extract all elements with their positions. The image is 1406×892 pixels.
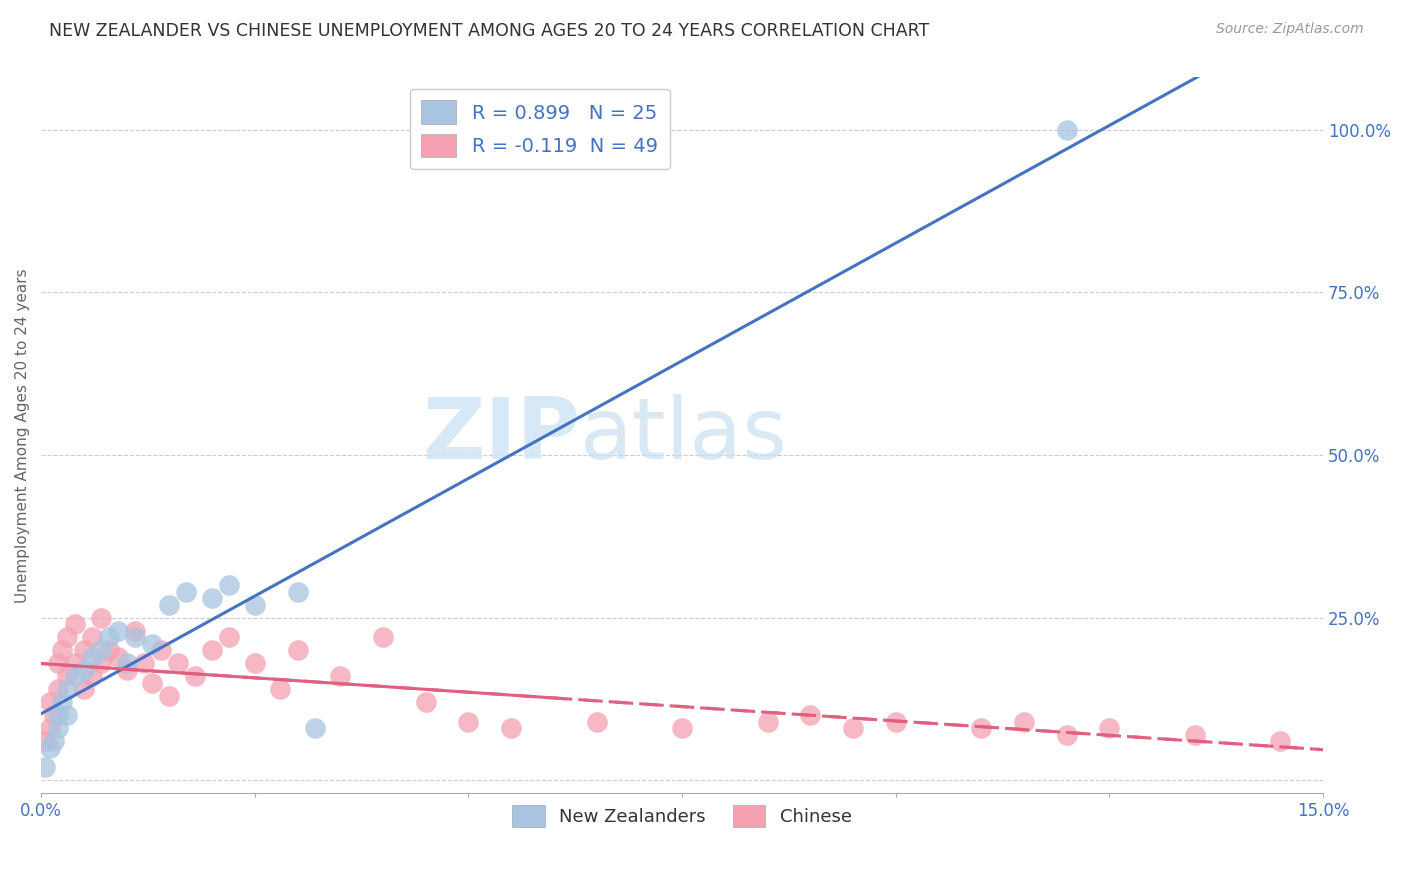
Point	[38, 695, 60, 709]
Text: Source: ZipAtlas.com: Source: ZipAtlas.com	[1216, 22, 1364, 37]
Point	[157, 689, 180, 703]
Point	[73, 663, 96, 677]
Point	[201, 591, 224, 606]
Point	[65, 656, 87, 670]
Point	[1056, 122, 1078, 136]
Legend: New Zealanders, Chinese: New Zealanders, Chinese	[505, 798, 859, 834]
Point	[98, 630, 121, 644]
Point	[38, 721, 60, 735]
Point	[65, 669, 87, 683]
Point	[46, 682, 69, 697]
Point	[218, 630, 240, 644]
Point	[82, 630, 104, 644]
Point	[34, 760, 56, 774]
Point	[329, 669, 352, 683]
Point	[287, 584, 309, 599]
Point	[1056, 728, 1078, 742]
Point	[756, 714, 779, 729]
Text: ZIP: ZIP	[422, 394, 579, 477]
Point	[970, 721, 993, 735]
Point	[98, 643, 121, 657]
Point	[1012, 714, 1035, 729]
Point	[73, 643, 96, 657]
Point	[42, 708, 65, 723]
Point	[304, 721, 326, 735]
Point	[55, 708, 77, 723]
Point	[799, 708, 821, 723]
Point	[201, 643, 224, 657]
Point	[107, 649, 129, 664]
Point	[115, 663, 138, 677]
Text: atlas: atlas	[579, 394, 787, 477]
Point	[585, 714, 607, 729]
Point	[42, 734, 65, 748]
Point	[842, 721, 865, 735]
Point	[55, 630, 77, 644]
Point	[415, 695, 437, 709]
Point	[73, 682, 96, 697]
Point	[501, 721, 523, 735]
Point	[46, 656, 69, 670]
Point	[65, 617, 87, 632]
Point	[55, 669, 77, 683]
Point	[884, 714, 907, 729]
Point	[51, 643, 73, 657]
Point	[157, 598, 180, 612]
Point	[141, 675, 163, 690]
Point	[107, 624, 129, 638]
Point	[46, 708, 69, 723]
Point	[287, 643, 309, 657]
Point	[90, 643, 112, 657]
Point	[269, 682, 291, 697]
Point	[218, 578, 240, 592]
Point	[176, 584, 198, 599]
Point	[38, 740, 60, 755]
Point	[457, 714, 479, 729]
Point	[124, 630, 146, 644]
Point	[1184, 728, 1206, 742]
Point	[90, 610, 112, 624]
Point	[115, 656, 138, 670]
Y-axis label: Unemployment Among Ages 20 to 24 years: Unemployment Among Ages 20 to 24 years	[15, 268, 30, 603]
Point	[149, 643, 172, 657]
Point	[90, 656, 112, 670]
Point	[46, 721, 69, 735]
Point	[184, 669, 207, 683]
Point	[1270, 734, 1292, 748]
Point	[167, 656, 190, 670]
Point	[34, 734, 56, 748]
Point	[671, 721, 693, 735]
Point	[243, 598, 266, 612]
Text: NEW ZEALANDER VS CHINESE UNEMPLOYMENT AMONG AGES 20 TO 24 YEARS CORRELATION CHAR: NEW ZEALANDER VS CHINESE UNEMPLOYMENT AM…	[49, 22, 929, 40]
Point	[1098, 721, 1121, 735]
Point	[141, 637, 163, 651]
Point	[55, 682, 77, 697]
Point	[51, 695, 73, 709]
Point	[82, 649, 104, 664]
Point	[82, 669, 104, 683]
Point	[132, 656, 155, 670]
Point	[124, 624, 146, 638]
Point	[371, 630, 394, 644]
Point	[243, 656, 266, 670]
